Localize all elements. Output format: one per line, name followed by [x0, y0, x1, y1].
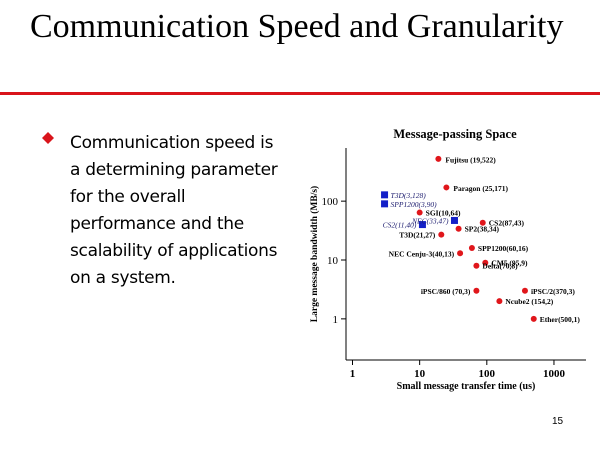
data-point-label: CM5 (95,9) — [491, 259, 528, 268]
data-point — [473, 262, 480, 269]
data-point-label: NEC Cenju-3(40,13) — [389, 249, 455, 258]
diamond-bullet-icon — [42, 132, 54, 144]
chart-title: Message-passing Space — [393, 127, 517, 141]
data-point-label: SP2(38,34) — [465, 225, 500, 234]
data-point — [457, 250, 464, 257]
x-tick-label: 100 — [479, 368, 496, 380]
slide-title: Communication Speed and Granularity — [30, 8, 564, 45]
x-tick-label: 1000 — [543, 368, 566, 380]
data-point-square — [450, 216, 458, 224]
data-point-label: SPP1200(60,16) — [478, 244, 529, 253]
data-point-label: NEC(33,47) — [411, 216, 449, 225]
data-point-square — [381, 191, 389, 199]
data-point — [496, 298, 503, 305]
data-point-label: SGI(10,64) — [426, 209, 461, 218]
y-tick-label: 10 — [327, 255, 339, 267]
data-point-label: iPSC/2(370,3) — [531, 287, 575, 296]
page-number: 15 — [552, 416, 564, 427]
data-point — [443, 184, 450, 191]
data-point — [482, 259, 489, 266]
title-underline — [0, 92, 600, 95]
y-tick-label: 100 — [322, 196, 339, 208]
data-point — [530, 315, 537, 322]
data-point — [473, 287, 480, 294]
data-point-label: SPP1200(3,90) — [391, 200, 438, 209]
data-point-label: T3D(21,27) — [399, 231, 436, 240]
data-point — [455, 225, 462, 232]
y-tick-label: 1 — [333, 314, 339, 326]
data-point — [435, 155, 442, 162]
data-point-label: Delta(70,8) — [482, 262, 518, 271]
data-point-label: CS2(87,43) — [489, 219, 525, 228]
x-tick-label: 10 — [414, 368, 426, 380]
data-point-label: Fujitsu (19,522) — [445, 155, 496, 164]
data-point-label: Ncube2 (154,2) — [505, 297, 553, 306]
data-point-label: CS2(11,40) — [383, 221, 417, 230]
data-point-square — [381, 200, 389, 208]
y-axis-title: Large message bandwidth (MB/s) — [309, 186, 320, 322]
data-point-square — [418, 221, 426, 229]
data-point — [416, 209, 423, 216]
x-tick-label: 1 — [350, 368, 356, 380]
data-point-label: Paragon (25,171) — [453, 184, 508, 193]
bullet-text: Communication speed is a determining par… — [70, 133, 278, 288]
data-point — [521, 287, 528, 294]
data-point-label: iPSC/860 (70,3) — [421, 287, 471, 296]
data-point — [468, 244, 475, 251]
data-point — [479, 219, 486, 226]
x-axis-title: Small message transfer time (us) — [397, 381, 536, 392]
data-point — [438, 231, 445, 238]
data-point-label: T3D(3,128) — [391, 191, 427, 200]
message-passing-chart: Message-passing Space Large message band… — [309, 127, 586, 392]
data-point-label: Ether(500,1) — [540, 315, 581, 324]
